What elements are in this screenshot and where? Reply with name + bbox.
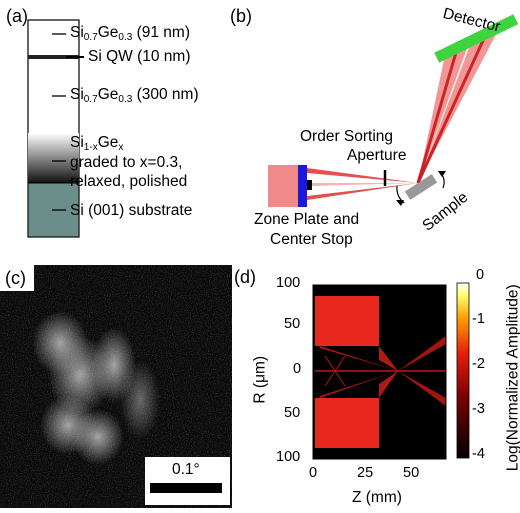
layer-label-graded-line2: graded to x=0.3, xyxy=(70,154,183,171)
zone-region-bottom xyxy=(315,398,379,448)
center-stop xyxy=(307,180,312,190)
y-tick-50-top: 50 xyxy=(284,316,301,332)
source-block xyxy=(268,165,298,207)
x-tick-0: 0 xyxy=(309,465,318,481)
colorbar-tick-0: 0 xyxy=(476,267,485,283)
colorbar-tick-4: -4 xyxy=(472,446,485,462)
x-tick-50: 50 xyxy=(403,465,420,481)
panel-c-image: (c) 0.1° xyxy=(0,265,232,508)
colorbar-tick-3: -3 xyxy=(472,401,485,417)
panel-a-letter: (a) xyxy=(6,6,28,26)
layer-label-qw: Si QW (10 nm) xyxy=(88,48,191,65)
panel-d-letter: (d) xyxy=(234,267,256,287)
colorbar-tick-2: -2 xyxy=(472,356,485,372)
graded-layer xyxy=(28,133,79,183)
zone-plate-label-line2: Center Stop xyxy=(270,231,353,248)
x-axis-label: Z (mm) xyxy=(352,489,402,506)
aperture-label-line1: Order Sorting xyxy=(300,128,394,145)
y-tick-50-bottom: 50 xyxy=(284,405,301,421)
quantum-well-layer xyxy=(28,55,79,59)
layer-label-graded-line3: relaxed, polished xyxy=(70,173,188,190)
colorbar-label: Log(Normalized Amplitude) xyxy=(504,284,520,472)
panel-b-letter: (b) xyxy=(230,6,252,26)
colorbar xyxy=(456,282,470,459)
zone-plate xyxy=(298,165,307,207)
layer-label-top-sige: Si0.7Ge0.3 (91 nm) xyxy=(70,24,191,43)
scale-bar xyxy=(150,483,222,493)
detector-bar xyxy=(434,14,519,63)
colorbar-tick-1: -1 xyxy=(472,311,485,327)
layer-label-mid-sige: Si0.7Ge0.3 (300 nm) xyxy=(70,86,199,105)
y-tick-0: 0 xyxy=(293,361,302,377)
scale-bar-box xyxy=(145,457,230,505)
sample-bar xyxy=(404,174,438,200)
layer-label-substrate: Si (001) substrate xyxy=(70,202,193,219)
layer-label-graded: Si1-xGex xyxy=(70,134,124,153)
panel-c-letter-box xyxy=(0,265,34,291)
y-tick-100-top: 100 xyxy=(276,275,301,291)
aperture-label-line2: Aperture xyxy=(347,147,407,164)
panel-c-letter: (c) xyxy=(5,268,26,288)
y-tick-100-bottom: 100 xyxy=(276,449,301,465)
y-axis-label: R (μm) xyxy=(251,355,269,404)
scale-bar-label: 0.1° xyxy=(172,461,200,478)
zone-plate-label-line1: Zone Plate and xyxy=(254,211,360,228)
zone-region-top xyxy=(315,296,379,346)
x-tick-25: 25 xyxy=(357,465,374,481)
